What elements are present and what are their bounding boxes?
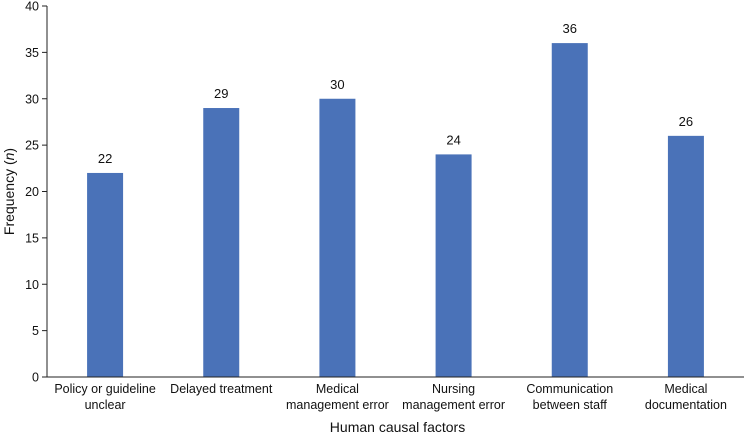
y-tick-label: 0 [32, 371, 39, 385]
data-labels: 22 29 30 24 36 26 [98, 21, 693, 166]
x-category-label-line: Communication [526, 382, 613, 396]
y-axis-title: Frequency (n) [1, 148, 17, 235]
y-tick-label: 35 [25, 46, 39, 60]
x-category-label-line: between staff [533, 398, 608, 412]
y-tick-label: 10 [25, 278, 39, 292]
x-category-label: Medical management error [286, 382, 389, 412]
y-tick-label: 40 [25, 0, 39, 14]
bar [551, 43, 588, 377]
bar-value-label: 36 [563, 21, 577, 36]
x-category-label-line: management error [286, 398, 389, 412]
bar-value-label: 29 [214, 86, 228, 101]
x-category-label-line: Medical [316, 382, 359, 396]
x-axis-title: Human causal factors [330, 419, 465, 435]
x-category-label-line: documentation [645, 398, 727, 412]
bar [203, 108, 240, 378]
bar-value-label: 26 [679, 114, 693, 129]
x-axis-category-labels: Policy or guideline unclear Delayed treatm… [54, 382, 727, 412]
x-category-label-line: unclear [85, 398, 126, 412]
bar [667, 135, 704, 377]
bars [87, 43, 704, 378]
x-category-label: Delayed treatment [170, 382, 273, 396]
y-tick-label: 30 [25, 92, 39, 106]
y-axis-title-prefix: Frequency ( [1, 160, 17, 235]
x-category-label-line: management error [402, 398, 505, 412]
bar [319, 98, 356, 377]
x-category-label: Communication between staff [526, 382, 613, 412]
y-axis-title-italic: n [1, 152, 17, 160]
x-category-label: Policy or guideline unclear [54, 382, 155, 412]
x-category-label-line: Nursing [432, 382, 475, 396]
bar-value-label: 30 [330, 77, 344, 92]
bar [435, 154, 472, 377]
x-category-label: Nursing management error [402, 382, 505, 412]
x-category-label: Medical documentation [645, 382, 727, 412]
y-tick-label: 25 [25, 139, 39, 153]
y-tick-label: 15 [25, 231, 39, 245]
bar-value-label: 24 [446, 132, 460, 147]
x-category-label-line: Medical [664, 382, 707, 396]
x-category-label-line: Policy or guideline [54, 382, 155, 396]
y-tick-label: 20 [25, 185, 39, 199]
y-tick-label: 5 [32, 324, 39, 338]
bar-value-label: 22 [98, 151, 112, 166]
x-category-label-line: Delayed treatment [170, 382, 273, 396]
bar [87, 172, 124, 377]
y-axis-title-suffix: ) [1, 148, 17, 153]
y-axis-ticks: 0 5 10 15 20 25 30 35 40 [25, 0, 47, 385]
